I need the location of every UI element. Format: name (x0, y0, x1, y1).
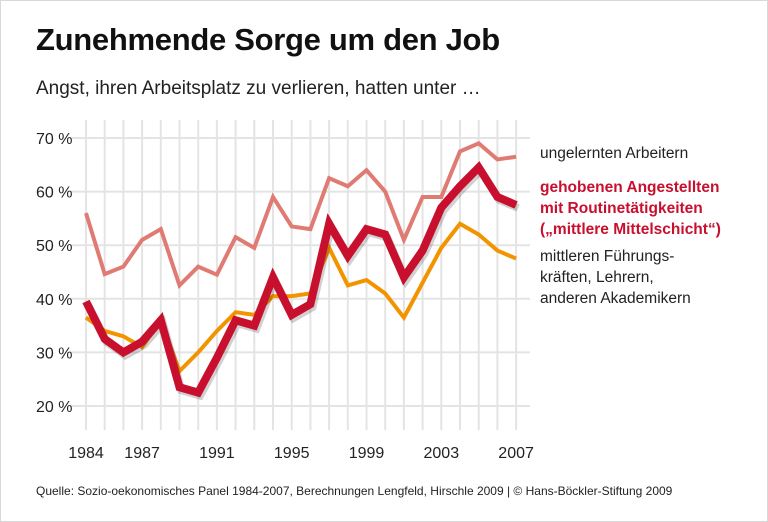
series-shadow (84, 164, 520, 401)
series-line (84, 141, 517, 290)
y-tick-label: 30 % (36, 345, 72, 362)
y-tick-label: 50 % (36, 238, 72, 255)
x-tick-label: 1987 (124, 445, 160, 462)
y-tick-label: 40 % (36, 292, 72, 309)
x-tick-label: 1991 (199, 445, 235, 462)
legend-line: mittleren Führungs- (540, 248, 675, 265)
chart-title: Zunehmende Sorge um den Job (36, 22, 500, 57)
y-tick-label: 70 % (36, 131, 72, 148)
legend-line: kräften, Lehrern, (540, 269, 654, 286)
x-tick-label: 1995 (274, 445, 310, 462)
source-note: Quelle: Sozio-oekonomisches Panel 1984-2… (36, 484, 673, 498)
y-tick-label: 20 % (36, 399, 72, 416)
legend-line: ungelernten Arbeitern (540, 145, 689, 162)
legend-line: mit Routinetätigkeiten (540, 200, 703, 217)
legend-fuehrungskraefte: mittleren Führungs- kräften, Lehrern, an… (540, 246, 691, 309)
series-line (82, 161, 518, 398)
legend-angestellte: gehobenen Angestellten mit Routinetätigk… (540, 177, 721, 240)
y-tick-label: 60 % (36, 185, 72, 202)
x-tick-label: 2003 (424, 445, 460, 462)
legend-line: anderen Akademikern (540, 290, 691, 307)
legend-ungelernte: ungelernten Arbeitern (540, 143, 688, 164)
x-tick-label: 1999 (349, 445, 385, 462)
x-tick-label: 2007 (498, 445, 534, 462)
chart-subtitle: Angst, ihren Arbeitsplatz zu verlieren, … (36, 78, 481, 99)
legend-line: gehobenen Angestellten (540, 179, 720, 196)
x-tick-label: 1984 (68, 445, 104, 462)
legend-line: („mittlere Mittelschicht“) (540, 221, 721, 238)
